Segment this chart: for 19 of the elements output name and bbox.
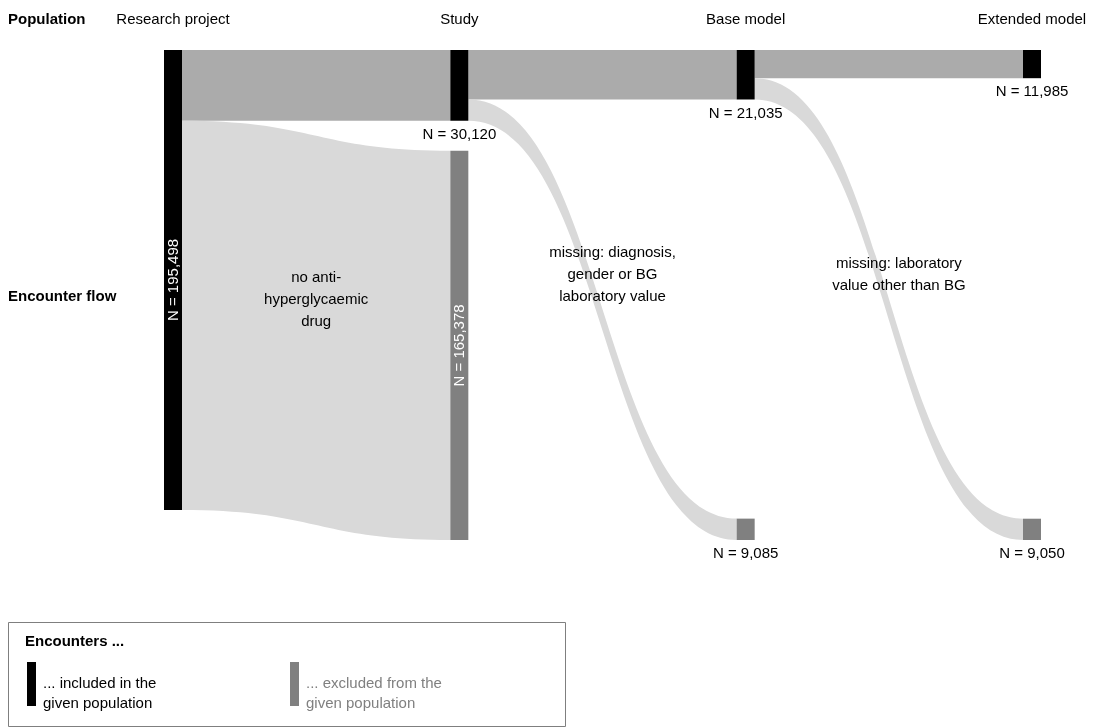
data-label: N = 165,378 — [450, 304, 468, 387]
data-label: N = 11,985 — [995, 82, 1069, 100]
data-label: N = 30,120 — [422, 125, 497, 143]
text: missing: diagnosis, gender or BG laboratory value — [549, 243, 676, 305]
category-label: Extended model — [977, 10, 1087, 28]
text: ... included in the given population — [43, 674, 157, 712]
category-label: Study — [440, 10, 480, 28]
data-label: N = 9,085 — [712, 544, 779, 562]
data-label: N = 195,498 — [164, 238, 182, 322]
text: Encounter flow — [8, 287, 117, 305]
text: Population — [8, 10, 86, 28]
data-label: N = 21,035 — [708, 103, 783, 121]
text: ... excluded from the given population — [306, 674, 442, 712]
data-label: N = 9,050 — [999, 544, 1065, 562]
text: missing: laboratory value other than BG — [832, 254, 966, 294]
category-label: Base model — [706, 10, 786, 28]
text: no anti-hyperglycaemic drug — [264, 268, 369, 330]
legend-title: Encounters ... — [25, 632, 125, 650]
category-label: Research project — [116, 10, 231, 28]
